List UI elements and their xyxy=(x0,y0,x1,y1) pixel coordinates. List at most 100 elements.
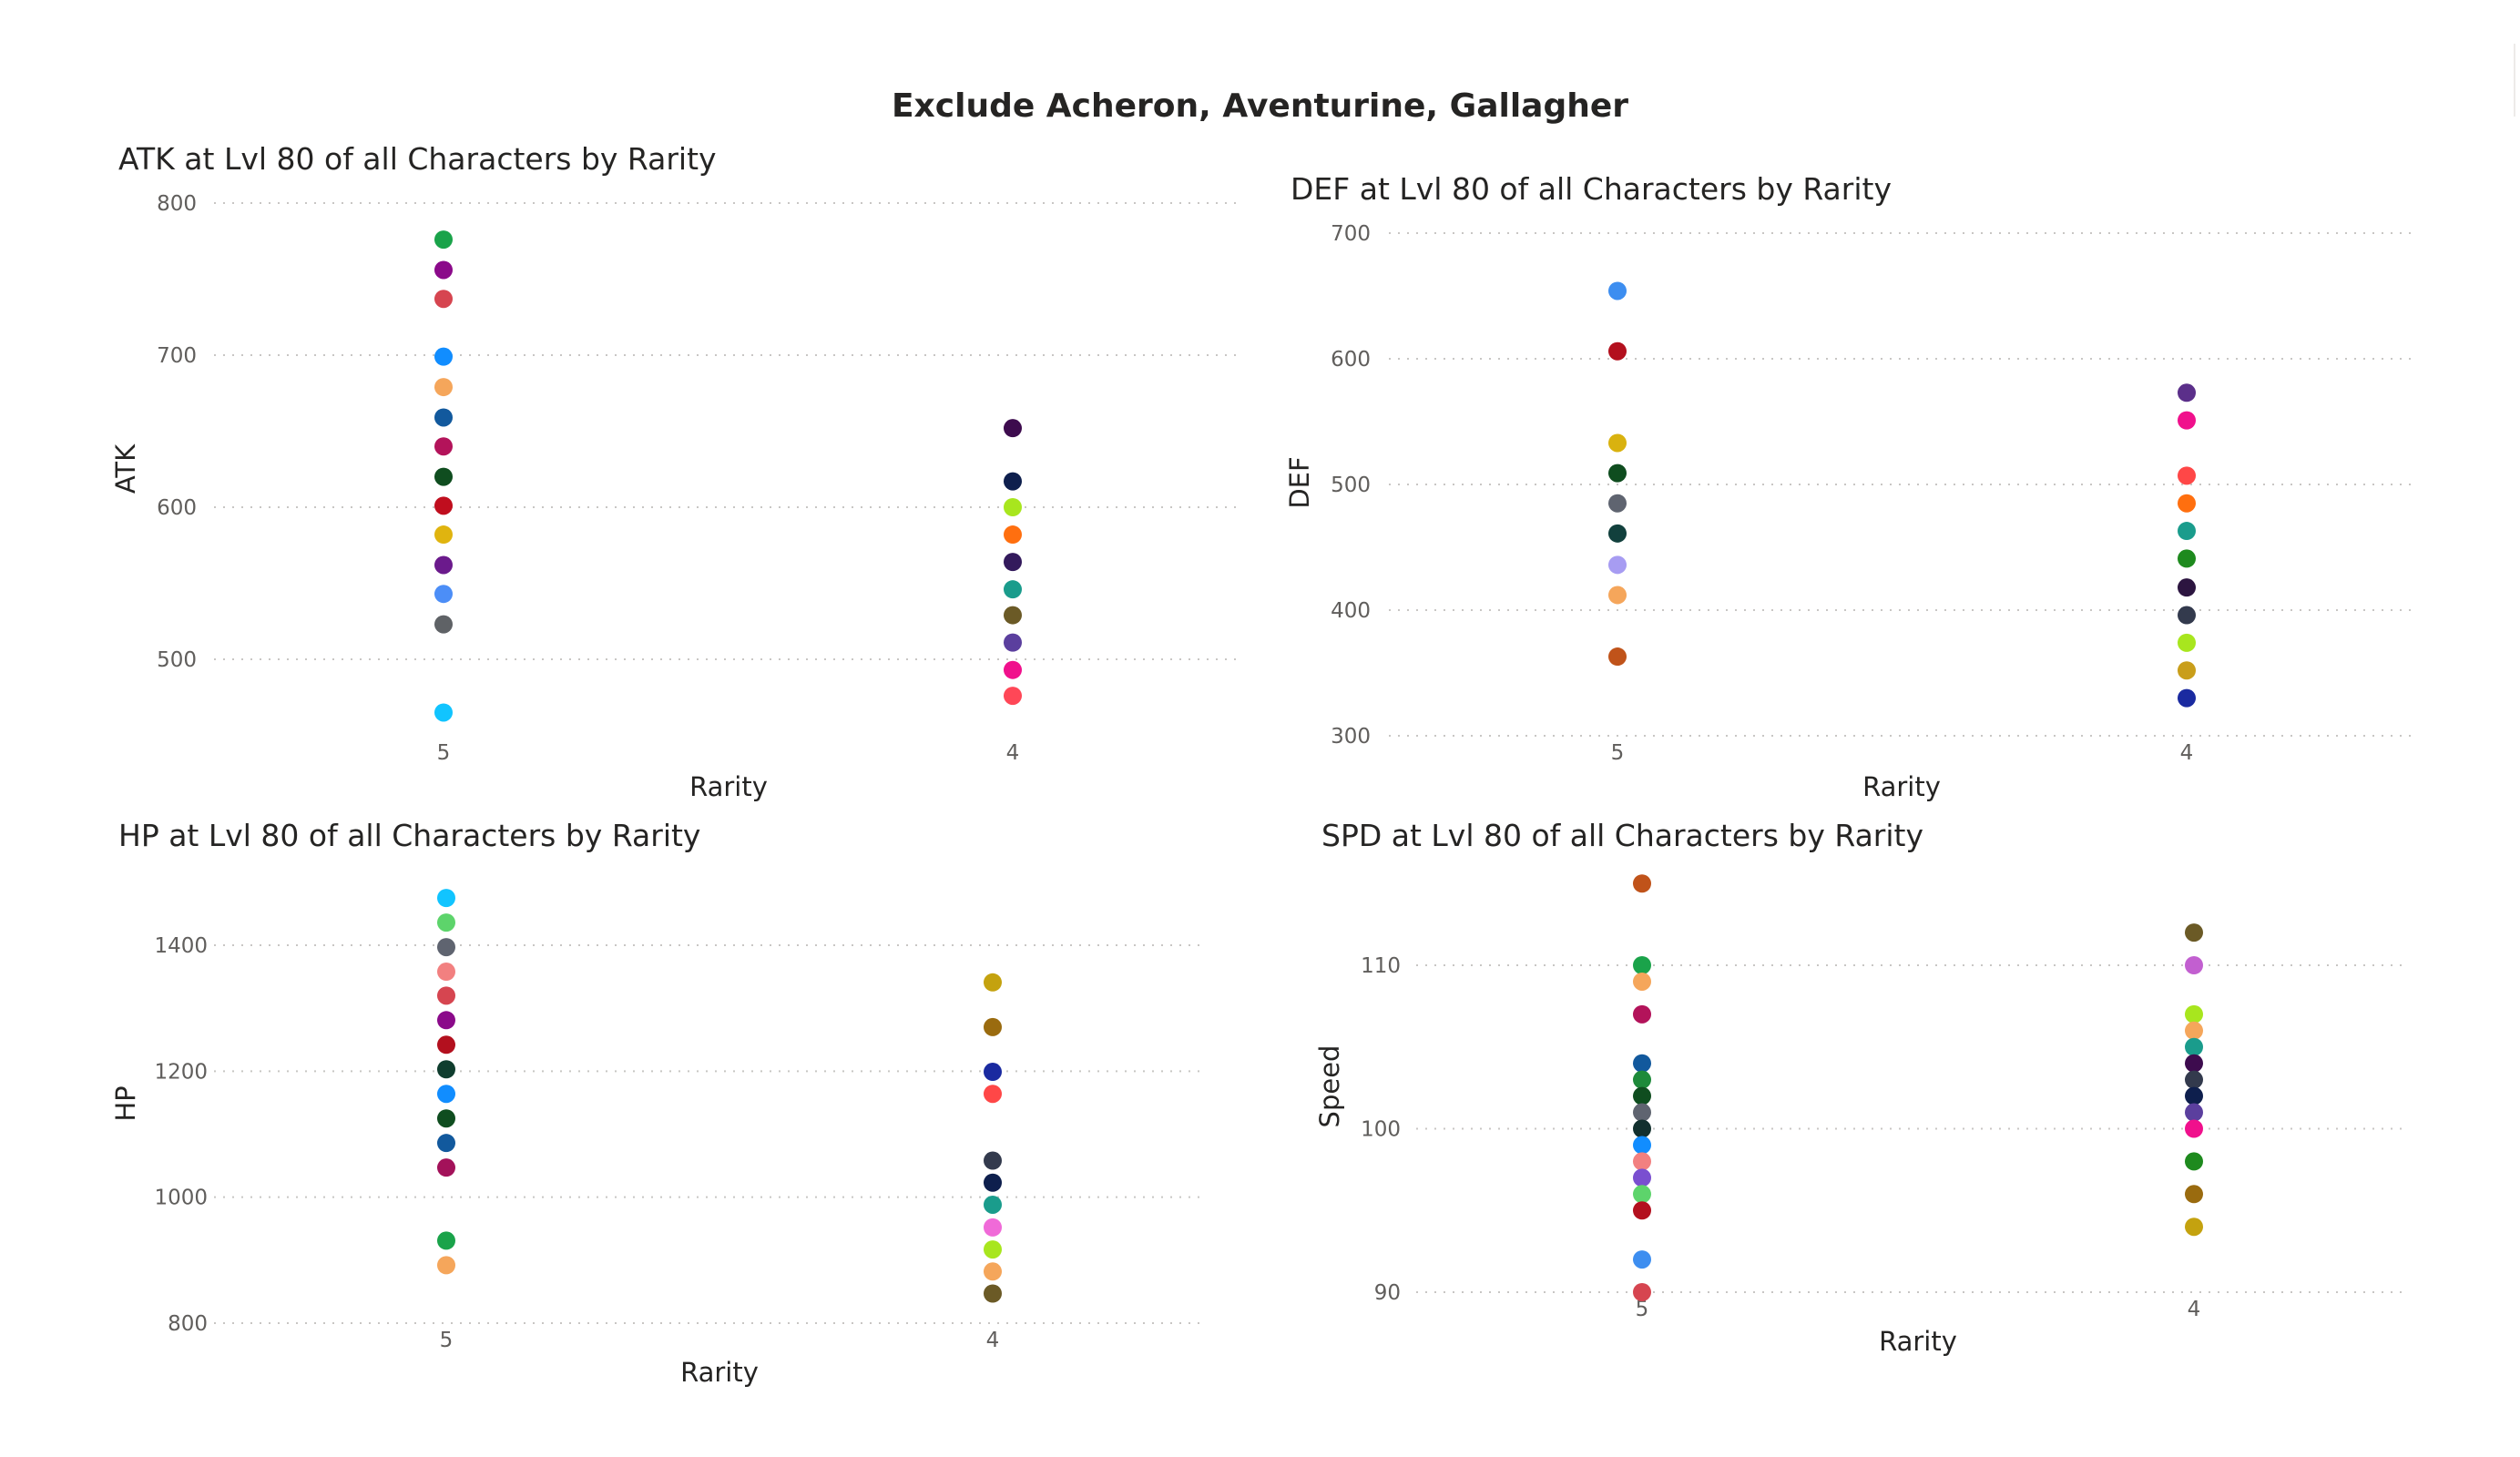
hp-data-point xyxy=(984,1240,1002,1259)
atk-data-point xyxy=(1004,660,1022,679)
def-data-point xyxy=(2178,688,2196,708)
hp-data-point xyxy=(437,1011,455,1030)
def-x-axis-title: Rarity xyxy=(1862,771,1941,802)
hp-data-point xyxy=(437,913,455,932)
def-y-tick-label: 500 xyxy=(1331,474,1371,497)
atk-data-point xyxy=(1004,633,1022,652)
hp-y-axis-title: HP xyxy=(110,1085,141,1121)
atk-data-point xyxy=(434,230,453,250)
spd-data-point xyxy=(2185,1103,2203,1122)
atk-data-point xyxy=(434,347,453,366)
hp-data-point xyxy=(984,973,1002,992)
spd-data-point xyxy=(1633,874,1651,893)
spd-data-point xyxy=(2185,1119,2203,1138)
hp-y-tick-label: 1400 xyxy=(154,934,208,958)
def-y-tick-label: 300 xyxy=(1331,725,1371,749)
spd-data-point xyxy=(2185,1070,2203,1089)
hp-data-point xyxy=(437,963,455,982)
spd-data-point xyxy=(2185,956,2203,974)
atk-data-point xyxy=(434,585,453,604)
spd-y-tick-label: 110 xyxy=(1361,954,1401,978)
def-data-point xyxy=(1608,494,1627,513)
spd-x-axis-title: Rarity xyxy=(1879,1326,1957,1357)
def-y-tick-label: 700 xyxy=(1331,222,1371,246)
def-data-point xyxy=(2178,633,2196,652)
atk-data-point xyxy=(434,290,453,309)
spd-data-point xyxy=(1633,1201,1651,1220)
hp-x-axis-title: Rarity xyxy=(680,1357,759,1388)
def-data-point xyxy=(1608,555,1627,575)
def-data-point xyxy=(1608,464,1627,483)
atk-data-point xyxy=(1004,419,1022,438)
atk-data-point xyxy=(434,378,453,397)
spd-data-point xyxy=(2185,1185,2203,1204)
page-edge-divider xyxy=(2514,44,2515,117)
spd-data-point xyxy=(1633,1070,1651,1089)
hp-data-point xyxy=(984,1151,1002,1170)
spd-data-point xyxy=(1633,1185,1651,1204)
atk-y-axis-title: ATK xyxy=(110,443,141,494)
hp-data-point xyxy=(437,938,455,957)
spd-data-point xyxy=(2185,1218,2203,1237)
def-data-point xyxy=(2178,411,2196,430)
spd-y-tick-label: 100 xyxy=(1361,1118,1401,1142)
hp-data-point xyxy=(437,1085,455,1104)
atk-data-point xyxy=(1004,553,1022,572)
atk-data-point xyxy=(1004,525,1022,545)
spd-y-axis-title: Speed xyxy=(1314,1045,1345,1128)
atk-chart-title: ATK at Lvl 80 of all Characters by Rarit… xyxy=(118,141,717,177)
hp-y-tick-label: 800 xyxy=(168,1312,208,1336)
hp-x-tick-label: 5 xyxy=(440,1329,454,1352)
spd-data-point xyxy=(2185,1086,2203,1105)
atk-chart: 500 600 700 800 5 4 Rarity ATK xyxy=(110,192,1239,802)
spd-data-point xyxy=(1633,1152,1651,1171)
def-data-point xyxy=(2178,466,2196,485)
def-data-point xyxy=(1608,281,1627,301)
atk-data-point xyxy=(434,525,453,545)
atk-data-point xyxy=(434,496,453,515)
hp-data-point xyxy=(984,1218,1002,1237)
atk-data-point xyxy=(1004,498,1022,516)
atk-data-point xyxy=(434,260,453,280)
def-data-point xyxy=(1608,341,1627,361)
def-data-point xyxy=(2178,578,2196,597)
def-data-point xyxy=(2178,522,2196,541)
atk-x-tick-label: 4 xyxy=(1006,741,1020,765)
hp-data-point xyxy=(437,1060,455,1079)
hp-data-point xyxy=(984,1063,1002,1082)
spd-data-point xyxy=(1633,972,1651,991)
spd-data-point xyxy=(1633,1054,1651,1073)
atk-x-axis-title: Rarity xyxy=(689,771,768,802)
spd-chart: 90 100 110 5 4 Rarity Speed xyxy=(1314,874,2409,1357)
atk-y-tick-label: 700 xyxy=(157,344,197,368)
spd-data-point xyxy=(2185,1037,2203,1056)
def-data-point xyxy=(1608,647,1627,667)
spd-data-point xyxy=(1633,1283,1651,1301)
atk-y-tick-label: 800 xyxy=(157,192,197,216)
atk-data-point xyxy=(434,408,453,427)
def-y-tick-label: 400 xyxy=(1331,599,1371,623)
hp-data-point xyxy=(984,1262,1002,1281)
spd-x-tick-label: 4 xyxy=(2188,1298,2201,1321)
spd-data-point xyxy=(2185,1004,2203,1024)
hp-data-point xyxy=(437,889,455,908)
spd-data-point xyxy=(1633,1250,1651,1269)
atk-y-tick-label: 600 xyxy=(157,496,197,520)
spd-data-point xyxy=(2185,923,2203,942)
spd-data-point xyxy=(1633,1119,1651,1138)
page-title: Exclude Acheron, Aventurine, Gallagher xyxy=(891,87,1629,125)
def-y-axis-title: DEF xyxy=(1284,456,1315,508)
spd-data-point xyxy=(1633,1004,1651,1024)
hp-data-point xyxy=(437,1231,455,1250)
hp-data-point xyxy=(437,1158,455,1177)
atk-data-point xyxy=(434,437,453,456)
def-chart: 300 400 500 600 700 5 4 Rarity DEF xyxy=(1284,222,2413,802)
spd-data-point xyxy=(1633,1086,1651,1105)
spd-data-point xyxy=(2185,1152,2203,1171)
hp-data-point xyxy=(984,1284,1002,1303)
hp-data-point xyxy=(984,1195,1002,1214)
def-x-tick-label: 5 xyxy=(1611,741,1625,765)
hp-data-point xyxy=(984,1017,1002,1036)
spd-data-point xyxy=(1633,1136,1651,1155)
